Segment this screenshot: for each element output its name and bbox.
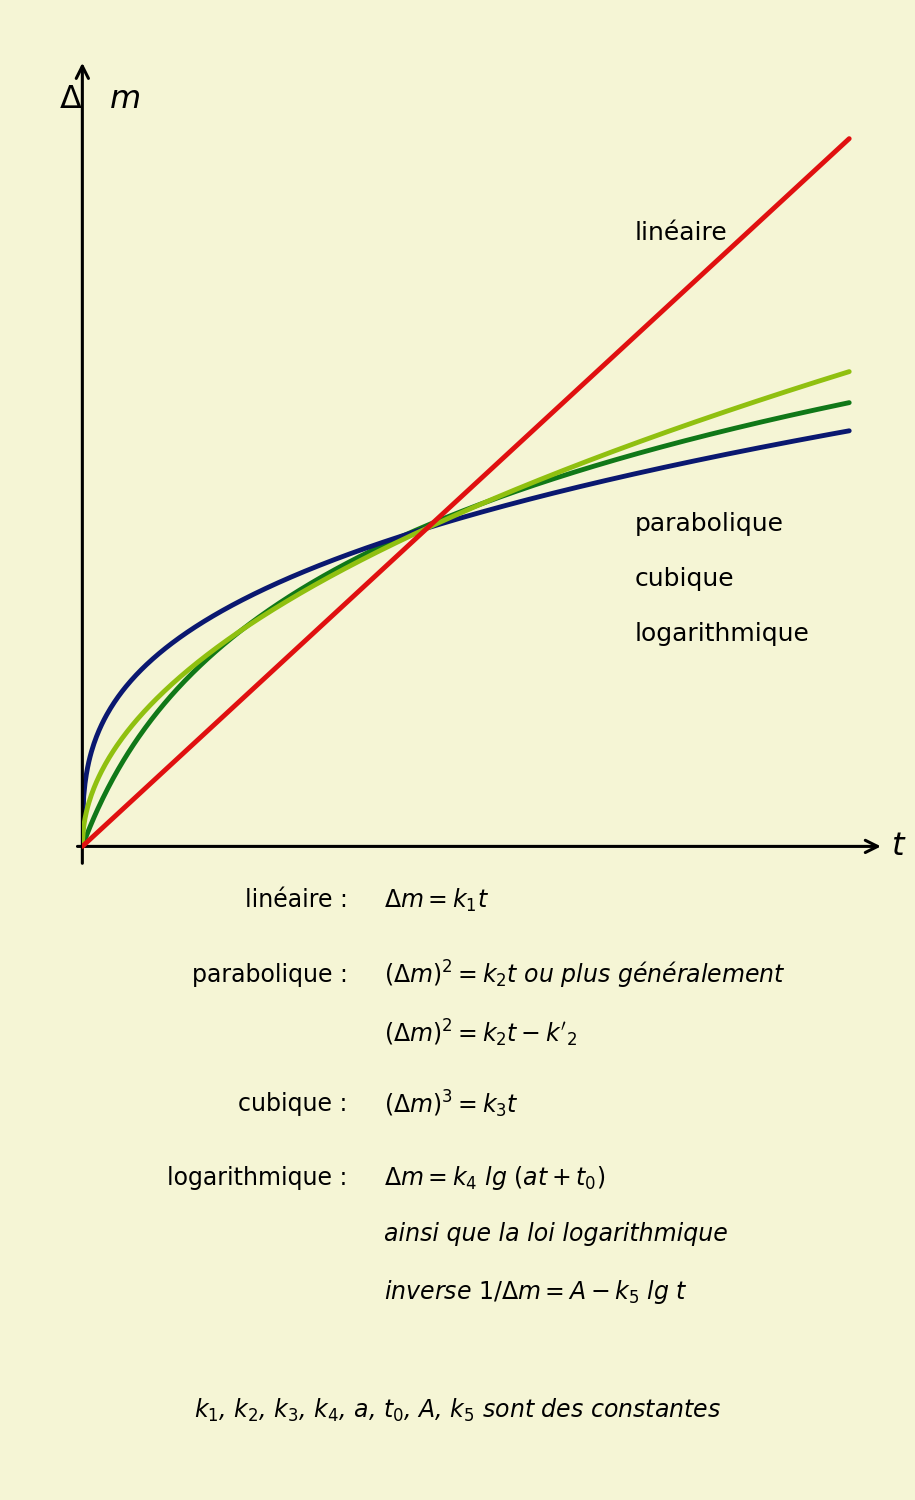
Text: $k_1$, $k_2$, $k_3$, $k_4$, $a$, $t_0$, $A$, $k_5$ sont des constantes: $k_1$, $k_2$, $k_3$, $k_4$, $a$, $t_0$, …: [194, 1396, 721, 1423]
Text: inverse $1/\Delta m = A - k_5$ lg $t$: inverse $1/\Delta m = A - k_5$ lg $t$: [384, 1278, 688, 1305]
Text: parabolique :: parabolique :: [192, 963, 348, 987]
Text: parabolique: parabolique: [634, 512, 783, 536]
Text: $(\Delta m)^2 = k_2 t$ ou plus généralement: $(\Delta m)^2 = k_2 t$ ou plus généralem…: [384, 958, 786, 992]
Text: logarithmique :: logarithmique :: [167, 1166, 348, 1190]
Text: ainsi que la loi logarithmique: ainsi que la loi logarithmique: [384, 1222, 728, 1246]
Text: linéaire: linéaire: [634, 220, 727, 245]
Text: $\Delta$: $\Delta$: [59, 84, 83, 114]
Text: $\Delta m = k_4$ lg $(at+t_0)$: $\Delta m = k_4$ lg $(at+t_0)$: [384, 1164, 606, 1191]
Text: logarithmique: logarithmique: [634, 622, 810, 646]
Text: $t$: $t$: [891, 831, 907, 862]
Text: linéaire :: linéaire :: [245, 888, 348, 912]
Text: cubique :: cubique :: [238, 1092, 348, 1116]
Text: cubique: cubique: [634, 567, 734, 591]
Text: $\Delta m = k_1 t$: $\Delta m = k_1 t$: [384, 886, 490, 914]
Text: $m$: $m$: [109, 84, 140, 114]
Text: $(\Delta m)^3 = k_3 t$: $(\Delta m)^3 = k_3 t$: [384, 1089, 520, 1119]
Text: $(\Delta m)^2 = k_2 t - k'_2$: $(\Delta m)^2 = k_2 t - k'_2$: [384, 1019, 577, 1048]
